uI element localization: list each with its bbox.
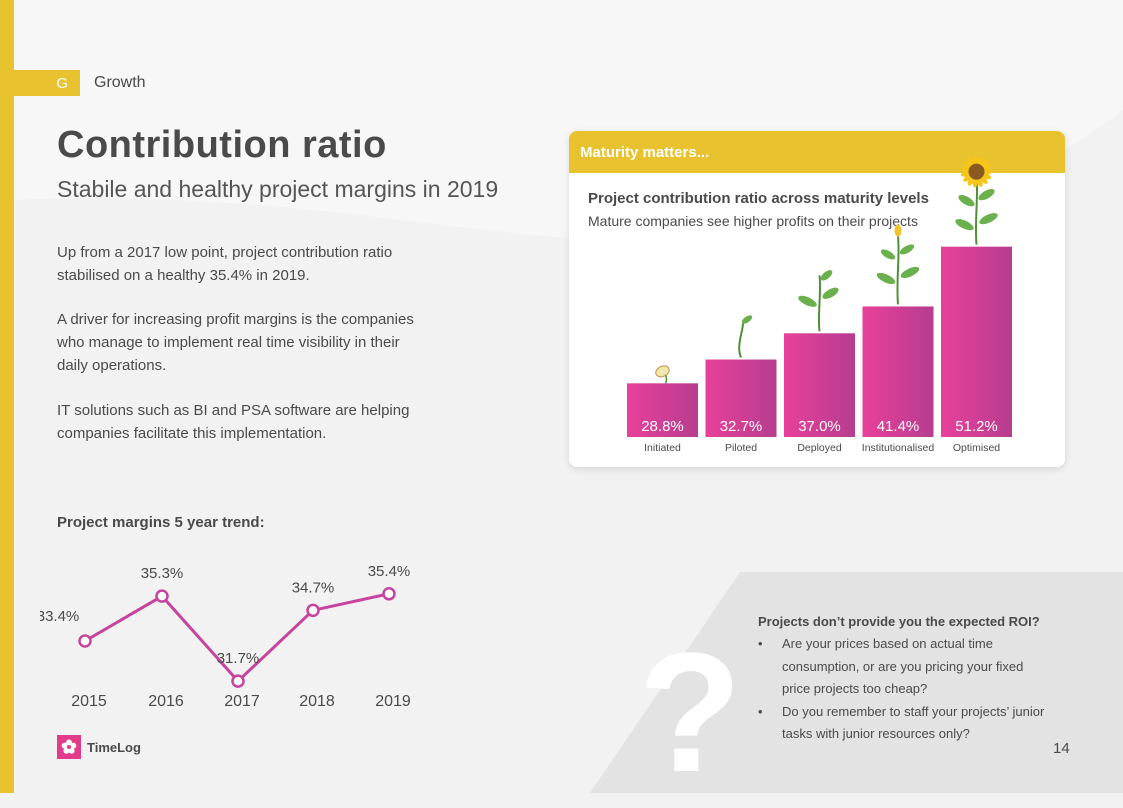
trend-value-label: 34.7% [292,579,335,596]
bar-value-label: 41.4% [877,418,920,435]
roi-list: • Are your prices based on actual time c… [758,633,1078,746]
bar-institutionalised [862,306,934,437]
bar-category-label: Piloted [725,442,757,454]
section-tab: G Growth [14,70,146,96]
roi-item: • Do you remember to staff your projects… [758,701,1078,746]
paragraph-line: Up from a 2017 low point, project contri… [57,244,393,261]
bar-value-label: 37.0% [798,418,841,435]
roi-line: tasks with junior resources only? [782,726,970,741]
page-number: 14 [1053,740,1070,757]
section-name: Growth [94,74,146,91]
trend-value-label: 35.4% [368,563,411,580]
trend-point [155,589,169,603]
seed-icon [655,365,670,384]
page-title: Contribution ratio [57,124,387,166]
trend-year-label: 2017 [224,693,260,710]
paragraph-line: A driver for increasing profit margins i… [57,311,414,328]
flower-logo-icon [57,735,81,759]
margins-trend-line-chart: 33.4% 2015 35.3% 2016 31.7% 2017 34.7% 2018 35.4… [40,563,411,710]
roi-item: • Are your prices based on actual time c… [758,633,1078,701]
trend-point [231,674,245,688]
roi-line: Do you remember to staff your projects’ … [782,703,1045,719]
paragraph-line: stabilised on a healthy 35.4% in 2019. [57,267,310,284]
card-chart-title: Project contribution ratio across maturi… [588,190,929,207]
trend-point [78,634,92,648]
roi-line: price projects too cheap? [782,681,928,696]
bullet-icon: • [758,636,763,651]
trend-year-label: 2019 [375,693,411,710]
paragraph-line: who manage to implement real time visibi… [57,334,400,351]
seedling-icon [798,270,839,332]
trend-value-label: 33.4% [40,608,79,625]
bar-deployed [784,333,855,437]
roi-line: Are your prices based on actual time [782,636,993,651]
roi-line: consumption, or are you pricing your fix… [782,658,1024,674]
paragraph-line: IT solutions such as BI and PSA software… [57,402,410,419]
trend-line [84,592,390,683]
bar-category-label: Deployed [797,442,842,454]
paragraph-3: IT solutions such as BI and PSA software… [57,399,457,445]
trend-title: Project margins 5 year trend: [57,514,265,531]
logo-text: TimeLog [87,739,141,755]
bar-category-label: Optimised [953,442,1000,454]
maturity-bar-chart: 28.8% Initiated 32.7% Piloted 37.0% Deployed 4… [627,155,1012,454]
trend-year-label: 2015 [71,693,107,710]
card-chart-subtitle: Mature companies see higher profits on t… [588,213,918,229]
roi-callout: Projects don’t provide you the expected … [758,614,1078,746]
trend-year-label: 2018 [299,693,335,710]
budding-plant-icon [876,224,920,305]
question-mark-icon: ? [638,618,742,808]
bar-value-label: 32.7% [720,418,763,435]
paragraph-2: A driver for increasing profit margins i… [57,308,457,377]
timelog-logo: TimeLog [57,735,141,759]
trend-point [382,587,396,601]
page-subtitle: Stabile and healthy project margins in 2… [57,176,499,202]
paragraph-line: daily operations. [57,357,167,374]
trend-value-label: 31.7% [217,650,260,667]
maturity-card: Maturity matters... Project contribution… [569,131,1065,467]
bullet-icon: • [758,703,763,719]
sprout-icon [738,315,753,358]
section-letter: G [14,70,80,96]
bar-initiated [627,383,698,437]
sunflower-icon [955,155,998,245]
roi-title: Projects don’t provide you the expected … [758,614,1040,629]
trend-year-label: 2016 [148,693,184,710]
bar-piloted [705,359,777,437]
bar-value-label: 51.2% [955,418,998,435]
bar-category-label: Institutionalised [862,442,935,454]
trend-value-label: 35.3% [141,565,184,582]
left-accent-stripe [0,0,14,793]
paragraph-line: companies facilitate this implementation… [57,425,327,442]
trend-point [306,603,320,618]
bar-optimised [941,246,1012,437]
bar-category-label: Initiated [644,442,681,454]
paragraph-1: Up from a 2017 low point, project contri… [57,241,457,287]
bar-value-label: 28.8% [641,418,684,435]
